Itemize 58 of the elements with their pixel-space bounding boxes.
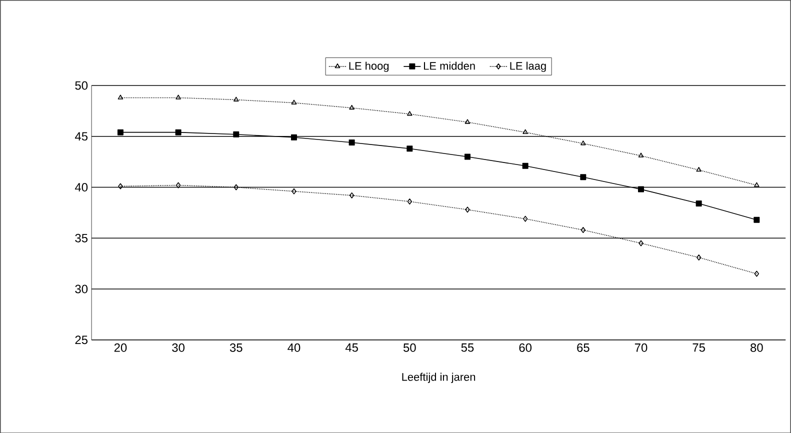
point (696, 200, 702, 206)
x-tick-label: 20 (114, 343, 127, 352)
point (407, 198, 412, 204)
x-tick-label: 50 (403, 343, 416, 352)
x-tick-label: 70 (634, 343, 648, 352)
x-tick-label: 80 (750, 343, 763, 352)
point (638, 240, 644, 246)
point (407, 110, 412, 116)
point (464, 118, 470, 124)
point (234, 96, 239, 102)
y-tick-label: 35 (75, 234, 88, 242)
point (118, 183, 123, 190)
point (638, 152, 644, 158)
x-tick-label: 55 (461, 343, 474, 352)
point (638, 186, 644, 192)
point (696, 254, 702, 260)
point (465, 206, 470, 212)
point (176, 182, 181, 188)
y-tick-label: 50 (75, 81, 88, 90)
x-axis-title: Leeftijd in jaren (402, 372, 476, 383)
x-tick-label: 45 (345, 343, 358, 352)
point (580, 174, 586, 180)
legend-label: LE hoog (349, 61, 389, 72)
point (117, 129, 124, 136)
y-tick-label: 30 (75, 284, 88, 294)
point (291, 100, 297, 104)
y-tick-label: 40 (74, 182, 88, 192)
y-tick-label: 25 (75, 335, 88, 344)
point (522, 162, 528, 169)
x-tick-label: 60 (519, 343, 532, 352)
point (176, 94, 181, 100)
x-tick-label: 30 (172, 343, 184, 352)
point (234, 184, 238, 190)
y-tick-label: 45 (74, 132, 88, 140)
x-tick-label: 65 (577, 343, 590, 352)
point (290, 134, 297, 140)
point (580, 226, 586, 233)
legend-label: LE laag (510, 61, 546, 72)
x-tick-label: 40 (288, 343, 300, 352)
point (292, 188, 296, 194)
point (349, 104, 354, 110)
point (754, 182, 760, 187)
point (348, 139, 355, 146)
x-tick-label: 35 (230, 343, 242, 352)
point (522, 129, 528, 134)
point (464, 154, 470, 160)
point (233, 131, 240, 138)
point (754, 270, 760, 277)
point (406, 145, 413, 152)
x-tick-label: 75 (692, 343, 705, 352)
legend-label: LE midden (424, 61, 475, 70)
point (118, 94, 124, 100)
point (580, 140, 586, 145)
point (522, 216, 528, 222)
point (175, 129, 182, 136)
point (754, 216, 760, 223)
point (696, 166, 702, 172)
point (349, 192, 354, 198)
